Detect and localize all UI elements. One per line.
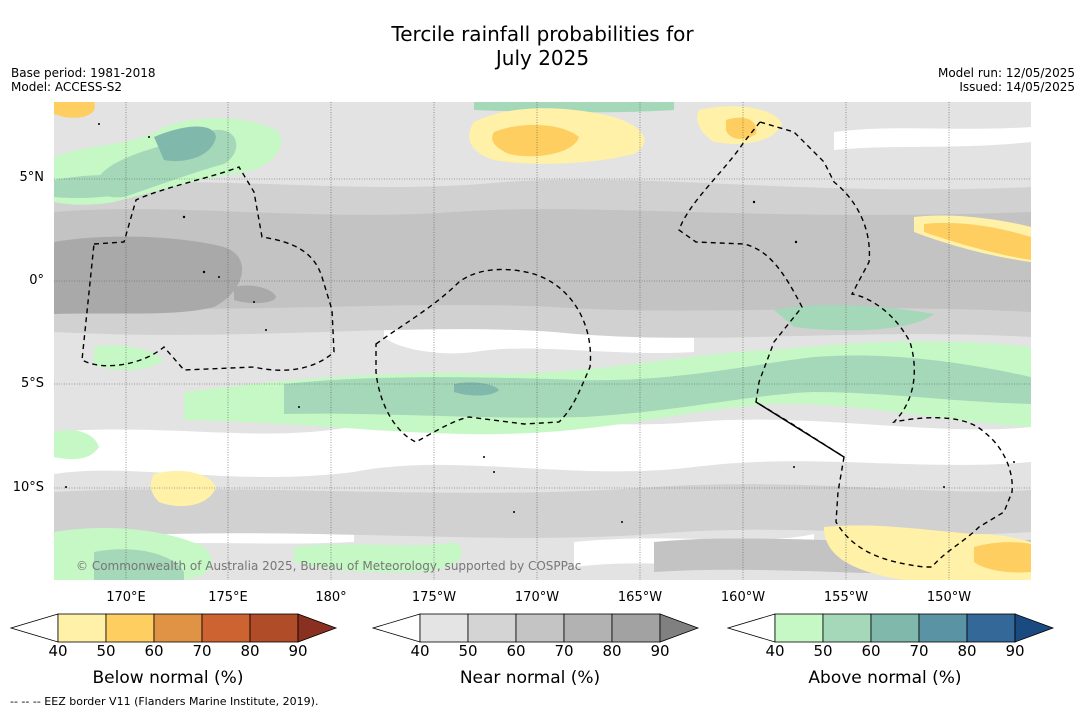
colorbar-tick-label: 50 xyxy=(96,642,116,660)
lon-label-155w: 155°W xyxy=(823,590,869,605)
colorbar-segment xyxy=(966,613,1016,643)
eez-borders xyxy=(81,121,1013,568)
colorbar-tick-label: 50 xyxy=(813,642,833,660)
colorbar-title-above: Above normal (%) xyxy=(808,668,962,688)
colorbar-below-normal xyxy=(10,613,338,643)
colorbar-tick-label: 80 xyxy=(602,642,622,660)
colorbar-tick-label: 60 xyxy=(144,642,164,660)
colorbar-tick-label: 40 xyxy=(410,642,430,660)
colorbar-segment xyxy=(870,613,920,643)
colorbar-tick-label: 90 xyxy=(650,642,670,660)
colorbar-segment xyxy=(153,613,203,643)
gridlines xyxy=(54,102,1031,580)
lon-label-150w: 150°W xyxy=(926,590,972,605)
lat-label-5s: 5°S xyxy=(20,376,44,391)
colorbar-tick-label: 70 xyxy=(192,642,212,660)
lon-label-170w: 170°W xyxy=(514,590,560,605)
colorbar-extension-high xyxy=(1014,613,1055,643)
colorbar-tick-label: 40 xyxy=(48,642,68,660)
lon-label-170e: 170°E xyxy=(106,590,146,605)
issued-date: Issued: 14/05/2025 xyxy=(959,80,1075,94)
colorbar-title-below: Below normal (%) xyxy=(92,668,244,688)
colorbar-segment xyxy=(774,613,824,643)
colorbar-segment xyxy=(563,613,613,643)
model-run: Model run: 12/05/2025 xyxy=(937,66,1075,80)
rainfall-map xyxy=(54,102,1031,580)
colorbar-extension-low xyxy=(372,613,421,643)
lon-label-175e: 175°E xyxy=(208,590,248,605)
lat-label-5n: 5°N xyxy=(19,170,45,185)
copyright-notice: © Commonwealth of Australia 2025, Bureau… xyxy=(76,559,582,573)
colorbar-above-normal xyxy=(727,613,1055,643)
colorbar-extension-high xyxy=(297,613,338,643)
colorbar-tick-label: 60 xyxy=(506,642,526,660)
colorbar-extension-low xyxy=(10,613,59,643)
base-period: Base period: 1981-2018 xyxy=(11,66,156,80)
colorbar-tick-label: 90 xyxy=(288,642,308,660)
eez-solid-border xyxy=(755,401,845,458)
colorbar-segment xyxy=(822,613,872,643)
colorbar-tick-label: 40 xyxy=(765,642,785,660)
lon-label-165w: 165°W xyxy=(617,590,663,605)
colorbar-segment xyxy=(467,613,517,643)
lon-label-180: 180° xyxy=(315,590,347,605)
colorbar-segment xyxy=(249,613,299,643)
lon-label-160w: 160°W xyxy=(720,590,766,605)
title-line-1: Tercile rainfall probabilities for xyxy=(391,22,694,46)
colorbar-extension-high xyxy=(659,613,700,643)
lat-label-0: 0° xyxy=(29,273,44,288)
eez-legend-footer: -- -- -- EEZ border V11 (Flanders Marine… xyxy=(10,695,319,708)
colorbar-segment xyxy=(918,613,968,643)
island-specks xyxy=(65,123,1015,523)
colorbar-extension-low xyxy=(727,613,776,643)
colorbar-tick-label: 50 xyxy=(458,642,478,660)
colorbar-tick-label: 90 xyxy=(1005,642,1025,660)
colorbar-segment xyxy=(105,613,155,643)
colorbar-segment xyxy=(515,613,565,643)
colorbar-segment xyxy=(201,613,251,643)
colorbar-segment xyxy=(57,613,107,643)
colorbar-segment xyxy=(611,613,661,643)
colorbar-tick-label: 70 xyxy=(554,642,574,660)
colorbar-tick-label: 60 xyxy=(861,642,881,660)
colorbar-tick-label: 70 xyxy=(909,642,929,660)
above-normal-areas xyxy=(54,102,1031,580)
lat-label-10s: 10°S xyxy=(12,480,44,495)
model-name: Model: ACCESS-S2 xyxy=(11,80,123,94)
title-line-2: July 2025 xyxy=(495,46,590,70)
colorbar-tick-label: 80 xyxy=(957,642,977,660)
below-normal-areas xyxy=(54,102,1031,580)
colorbar-title-near: Near normal (%) xyxy=(459,668,601,688)
colorbar-near-normal xyxy=(372,613,700,643)
colorbar-tick-label: 80 xyxy=(240,642,260,660)
colorbar-segment xyxy=(419,613,469,643)
lon-label-175w: 175°W xyxy=(411,590,457,605)
